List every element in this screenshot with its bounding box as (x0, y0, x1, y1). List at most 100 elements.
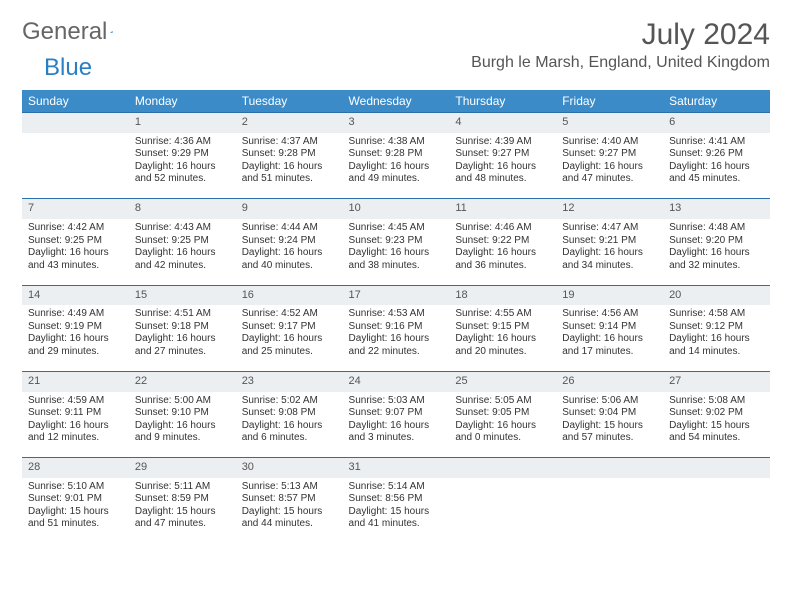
day-info-line: Sunset: 9:19 PM (28, 321, 123, 334)
day-info-line: Sunrise: 4:44 AM (242, 222, 337, 235)
day-info-line: and 40 minutes. (242, 260, 337, 273)
day-info-line: Sunrise: 5:13 AM (242, 481, 337, 494)
day-info-line: and 54 minutes. (669, 432, 764, 445)
day-content-cell: Sunrise: 5:02 AMSunset: 9:08 PMDaylight:… (236, 392, 343, 458)
day-info-line: Daylight: 16 hours (349, 420, 444, 433)
day-info-line: Sunrise: 4:48 AM (669, 222, 764, 235)
day-info-line: Sunrise: 4:36 AM (135, 136, 230, 149)
day-content-cell: Sunrise: 4:49 AMSunset: 9:19 PMDaylight:… (22, 305, 129, 371)
day-content-cell: Sunrise: 5:00 AMSunset: 9:10 PMDaylight:… (129, 392, 236, 458)
day-info-line: Daylight: 15 hours (242, 506, 337, 519)
day-info-line: Daylight: 16 hours (562, 247, 657, 260)
day-content-cell: Sunrise: 5:10 AMSunset: 9:01 PMDaylight:… (22, 478, 129, 544)
day-content-cell (556, 478, 663, 544)
day-number-cell: 4 (449, 113, 556, 133)
day-content-cell: Sunrise: 4:51 AMSunset: 9:18 PMDaylight:… (129, 305, 236, 371)
day-info-line: Sunset: 9:24 PM (242, 235, 337, 248)
day-number-cell: 25 (449, 371, 556, 391)
day-content-cell: Sunrise: 4:47 AMSunset: 9:21 PMDaylight:… (556, 219, 663, 285)
day-info-line: Sunset: 9:07 PM (349, 407, 444, 420)
day-info-line: Daylight: 16 hours (349, 161, 444, 174)
day-content-cell: Sunrise: 4:52 AMSunset: 9:17 PMDaylight:… (236, 305, 343, 371)
day-info-line: Sunset: 9:21 PM (562, 235, 657, 248)
day-info-line: Daylight: 16 hours (135, 420, 230, 433)
day-info-line: Sunrise: 5:11 AM (135, 481, 230, 494)
day-info-line: Daylight: 16 hours (135, 247, 230, 260)
day-number-row: 28293031 (22, 458, 770, 478)
day-number-cell: 6 (663, 113, 770, 133)
day-info-line: Sunset: 9:25 PM (135, 235, 230, 248)
day-info-line: Daylight: 16 hours (562, 333, 657, 346)
day-info-line: and 48 minutes. (455, 173, 550, 186)
day-number-cell: 16 (236, 285, 343, 305)
day-info-line: Sunrise: 5:00 AM (135, 395, 230, 408)
logo-text-general: General (22, 18, 107, 46)
day-info-line: and 25 minutes. (242, 346, 337, 359)
day-info-line: Sunset: 9:27 PM (455, 148, 550, 161)
day-info-line: Sunrise: 4:53 AM (349, 308, 444, 321)
day-info-line: Sunset: 9:18 PM (135, 321, 230, 334)
day-info-line: Daylight: 16 hours (455, 247, 550, 260)
day-info-line: Daylight: 16 hours (135, 333, 230, 346)
day-info-line: Daylight: 15 hours (135, 506, 230, 519)
col-thursday: Thursday (449, 90, 556, 113)
day-info-line: Sunset: 8:56 PM (349, 493, 444, 506)
day-number-cell: 23 (236, 371, 343, 391)
day-info-line: and 49 minutes. (349, 173, 444, 186)
day-info-line: and 22 minutes. (349, 346, 444, 359)
day-content-cell: Sunrise: 5:11 AMSunset: 8:59 PMDaylight:… (129, 478, 236, 544)
day-info-line: Daylight: 16 hours (242, 247, 337, 260)
day-info-line: Sunrise: 4:47 AM (562, 222, 657, 235)
day-content-cell: Sunrise: 5:03 AMSunset: 9:07 PMDaylight:… (343, 392, 450, 458)
day-number-cell: 24 (343, 371, 450, 391)
day-info-line: Sunset: 8:59 PM (135, 493, 230, 506)
day-number-cell: 21 (22, 371, 129, 391)
logo: General (22, 18, 128, 46)
day-number-cell: 14 (22, 285, 129, 305)
title-block: July 2024 Burgh le Marsh, England, Unite… (471, 18, 770, 72)
day-info-line: and 38 minutes. (349, 260, 444, 273)
day-info-line: Sunset: 9:20 PM (669, 235, 764, 248)
day-info-line: Sunrise: 5:08 AM (669, 395, 764, 408)
day-info-line: Sunrise: 4:49 AM (28, 308, 123, 321)
day-number-cell (22, 113, 129, 133)
day-content-cell: Sunrise: 4:42 AMSunset: 9:25 PMDaylight:… (22, 219, 129, 285)
day-info-line: and 47 minutes. (562, 173, 657, 186)
day-info-line: Daylight: 16 hours (135, 161, 230, 174)
day-info-line: Sunrise: 4:43 AM (135, 222, 230, 235)
day-info-line: and 29 minutes. (28, 346, 123, 359)
day-info-line: Sunrise: 4:51 AM (135, 308, 230, 321)
col-friday: Friday (556, 90, 663, 113)
day-info-line: and 41 minutes. (349, 518, 444, 531)
day-info-line: Sunset: 9:17 PM (242, 321, 337, 334)
day-number-cell: 8 (129, 199, 236, 219)
day-info-line: Sunset: 9:28 PM (349, 148, 444, 161)
day-info-line: Sunrise: 5:02 AM (242, 395, 337, 408)
day-info-line: Sunset: 9:15 PM (455, 321, 550, 334)
day-content-row: Sunrise: 4:49 AMSunset: 9:19 PM Daylight:… (22, 305, 770, 371)
day-info-line: Sunrise: 4:58 AM (669, 308, 764, 321)
day-info-line: Sunset: 9:27 PM (562, 148, 657, 161)
day-info-line: Daylight: 16 hours (349, 247, 444, 260)
day-number-cell (556, 458, 663, 478)
day-content-cell: Sunrise: 4:46 AMSunset: 9:22 PMDaylight:… (449, 219, 556, 285)
day-info-line: and 3 minutes. (349, 432, 444, 445)
day-info-line: Sunset: 9:01 PM (28, 493, 123, 506)
day-content-row: Sunrise: 4:36 AMSunset: 9:29 PMDaylight:… (22, 133, 770, 199)
col-monday: Monday (129, 90, 236, 113)
day-content-cell: Sunrise: 4:40 AMSunset: 9:27 PMDaylight:… (556, 133, 663, 199)
day-info-line: Daylight: 16 hours (242, 161, 337, 174)
day-info-line: Sunset: 9:16 PM (349, 321, 444, 334)
day-number-cell: 26 (556, 371, 663, 391)
day-info-line: Sunrise: 4:40 AM (562, 136, 657, 149)
day-content-cell (22, 133, 129, 199)
day-info-line: and 12 minutes. (28, 432, 123, 445)
day-info-line: Daylight: 16 hours (669, 247, 764, 260)
day-number-cell: 27 (663, 371, 770, 391)
day-info-line: Daylight: 15 hours (28, 506, 123, 519)
day-info-line: Sunrise: 4:45 AM (349, 222, 444, 235)
day-number-cell: 11 (449, 199, 556, 219)
day-info-line: and 0 minutes. (455, 432, 550, 445)
day-content-row: Sunrise: 5:10 AMSunset: 9:01 PMDaylight:… (22, 478, 770, 544)
day-number-cell: 9 (236, 199, 343, 219)
